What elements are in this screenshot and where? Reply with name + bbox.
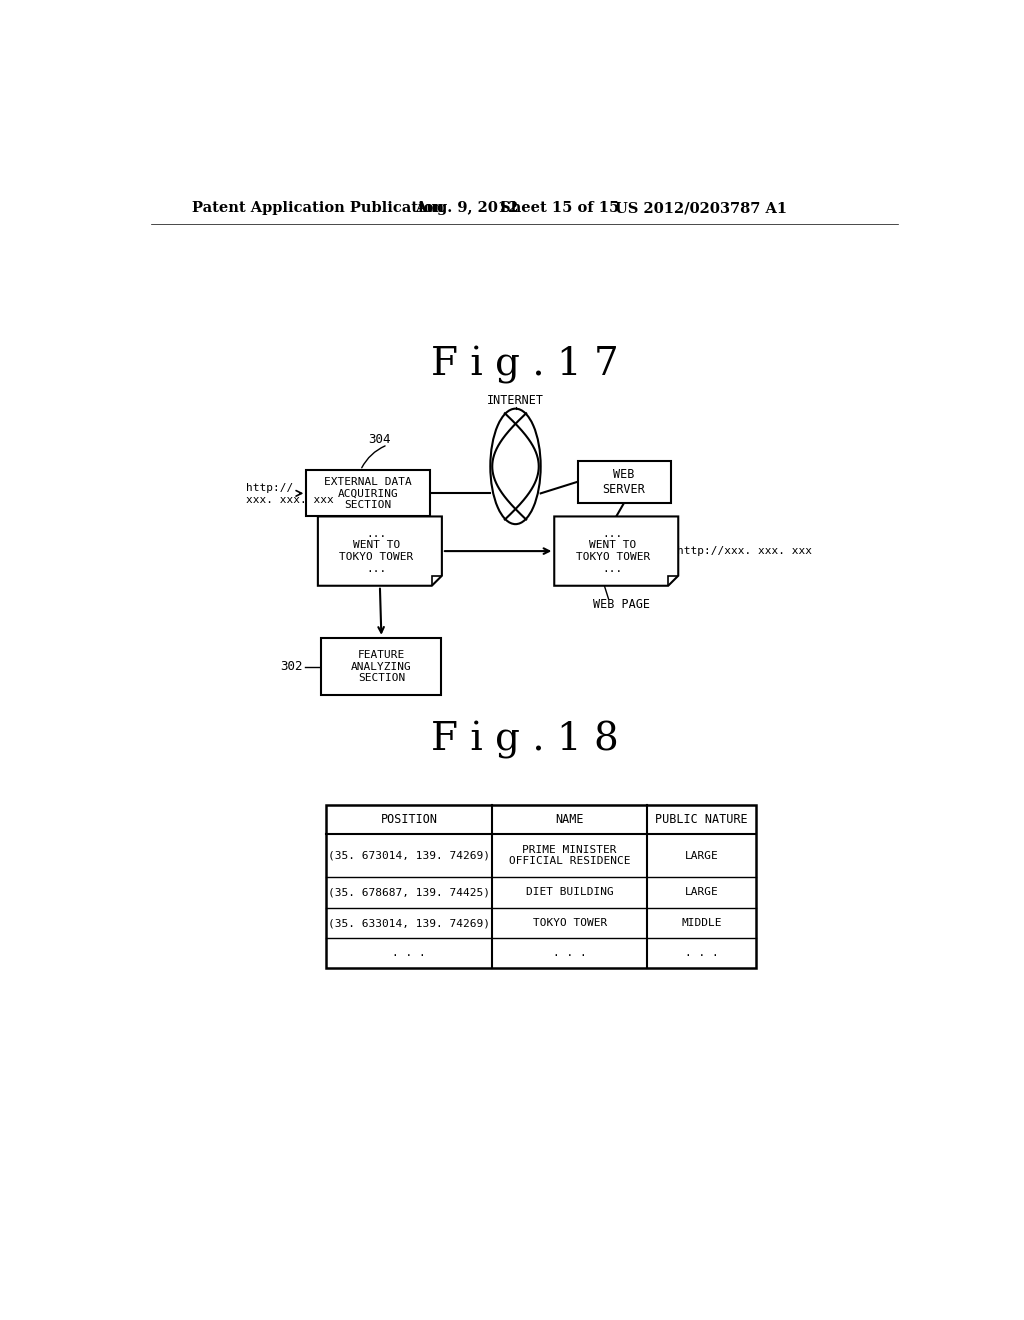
Bar bbox=[306, 470, 430, 516]
Bar bbox=[322, 638, 441, 696]
Text: (35. 673014, 139. 74269): (35. 673014, 139. 74269) bbox=[328, 850, 489, 861]
Text: PUBLIC NATURE: PUBLIC NATURE bbox=[655, 813, 748, 826]
Text: . . .: . . . bbox=[392, 948, 426, 958]
Text: . . .: . . . bbox=[685, 948, 719, 958]
Text: LARGE: LARGE bbox=[685, 887, 719, 898]
Text: WEB PAGE: WEB PAGE bbox=[593, 598, 650, 611]
Text: http://xxx. xxx. xxx: http://xxx. xxx. xxx bbox=[677, 546, 812, 556]
Text: xxx. xxx. xxx: xxx. xxx. xxx bbox=[246, 495, 334, 504]
Text: (35. 678687, 139. 74425): (35. 678687, 139. 74425) bbox=[328, 887, 489, 898]
Text: EXTERNAL DATA
ACQUIRING
SECTION: EXTERNAL DATA ACQUIRING SECTION bbox=[325, 477, 412, 510]
Text: LARGE: LARGE bbox=[685, 850, 719, 861]
Text: WEB
SERVER: WEB SERVER bbox=[603, 467, 645, 496]
Bar bbox=[578, 461, 671, 503]
Text: (35. 633014, 139. 74269): (35. 633014, 139. 74269) bbox=[328, 917, 489, 928]
Text: 302: 302 bbox=[280, 660, 302, 673]
Text: PRIME MINISTER
OFFICIAL RESIDENCE: PRIME MINISTER OFFICIAL RESIDENCE bbox=[509, 845, 631, 866]
Text: http://: http:// bbox=[246, 483, 293, 492]
Text: TOKYO TOWER: TOKYO TOWER bbox=[532, 917, 607, 928]
Text: Patent Application Publication: Patent Application Publication bbox=[191, 202, 443, 215]
Text: . . .: . . . bbox=[553, 948, 587, 958]
Text: POSITION: POSITION bbox=[381, 813, 437, 826]
Text: DIET BUILDING: DIET BUILDING bbox=[526, 887, 613, 898]
Text: ...
WENT TO
TOKYO TOWER
...: ... WENT TO TOKYO TOWER ... bbox=[339, 529, 414, 573]
Text: F i g . 1 8: F i g . 1 8 bbox=[431, 721, 618, 759]
Text: MIDDLE: MIDDLE bbox=[681, 917, 722, 928]
Text: 304: 304 bbox=[369, 433, 391, 446]
Text: INTERNET: INTERNET bbox=[487, 395, 544, 408]
Text: ...
WENT TO
TOKYO TOWER
...: ... WENT TO TOKYO TOWER ... bbox=[575, 529, 650, 573]
PathPatch shape bbox=[554, 516, 678, 586]
PathPatch shape bbox=[317, 516, 442, 586]
Text: NAME: NAME bbox=[555, 813, 584, 826]
Text: US 2012/0203787 A1: US 2012/0203787 A1 bbox=[614, 202, 786, 215]
Text: Aug. 9, 2012: Aug. 9, 2012 bbox=[415, 202, 518, 215]
Text: Sheet 15 of 15: Sheet 15 of 15 bbox=[500, 202, 620, 215]
Text: F i g . 1 7: F i g . 1 7 bbox=[431, 346, 618, 384]
Text: FEATURE
ANALYZING
SECTION: FEATURE ANALYZING SECTION bbox=[351, 649, 412, 684]
Bar bbox=[326, 805, 756, 968]
